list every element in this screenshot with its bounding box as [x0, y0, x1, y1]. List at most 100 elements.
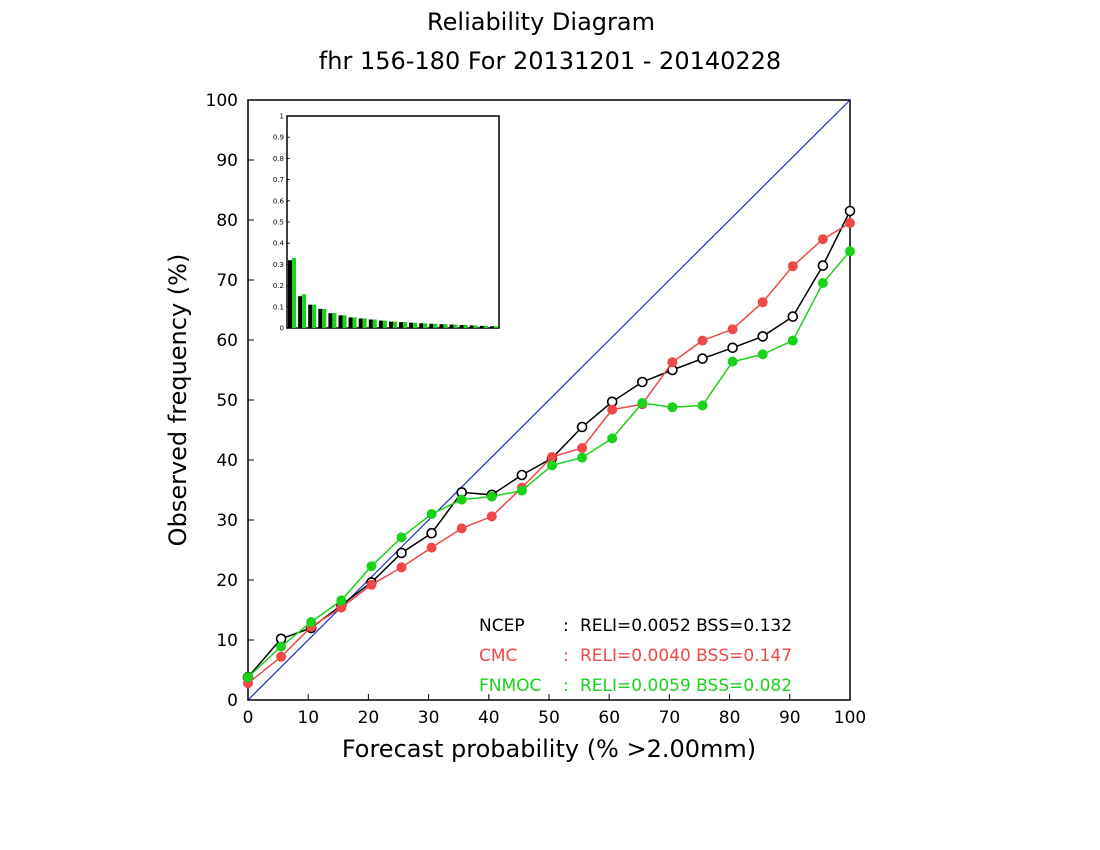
x-tick-label: 60 [598, 708, 620, 728]
inset-bar-fnmoc [362, 318, 367, 328]
inset-tick-label: 0.4 [273, 240, 285, 248]
data-point-ncep [727, 342, 738, 354]
data-point-fnmoc [516, 485, 527, 496]
inset-bar-fnmoc [453, 324, 458, 328]
data-point-cmc [577, 443, 588, 453]
legend-colon-fnmoc: : [563, 676, 569, 696]
series-fnmoc [243, 246, 855, 683]
inset-tick-label: 0.9 [273, 134, 284, 142]
inset-tick-label: 0.7 [273, 176, 284, 184]
data-point-ncep [697, 353, 708, 364]
legend-name-fnmoc: FNMOC [479, 676, 541, 696]
inset-bar-fnmoc [332, 313, 337, 328]
data-point-fnmoc [667, 402, 678, 413]
sharpness-inset: 0 0.1 0.2 0.3 0.4 0.5 0.6 0.7 0.8 0.9 1 [273, 113, 500, 333]
inset-bar-fnmoc [342, 315, 347, 328]
y-tick-label: 100 [206, 91, 238, 111]
x-tick-label: 20 [358, 708, 380, 728]
inset-bar-ncep [378, 320, 383, 328]
inset-bar-fnmoc [312, 304, 317, 328]
inset-bar-ncep [328, 313, 333, 328]
legend-stats-fnmoc: RELI=0.0059 BSS=0.082 [580, 676, 792, 696]
data-point-fnmoc [456, 494, 467, 505]
inset-bar-ncep [298, 296, 303, 328]
data-point-fnmoc [547, 460, 557, 471]
legend-name-ncep: NCEP [479, 616, 525, 636]
y-tick-label: 0 [227, 691, 238, 711]
data-point-fnmoc [276, 641, 287, 652]
data-point-cmc [727, 324, 738, 335]
y-axis-label: Observed frequency (%) [164, 254, 192, 547]
data-point-fnmoc [727, 356, 738, 367]
x-tick-label: 90 [779, 708, 801, 728]
y-tick-label: 50 [216, 391, 238, 411]
inset-bar-fnmoc [473, 325, 478, 328]
inset-bar-ncep [368, 319, 373, 328]
data-point-ncep [787, 311, 799, 322]
inset-bar-ncep [479, 325, 484, 328]
data-point-cmc [845, 218, 855, 228]
inset-bar-fnmoc [443, 324, 448, 328]
inset-bar-fnmoc [322, 308, 327, 328]
y-tick-label: 30 [216, 511, 238, 531]
data-point-cmc [396, 562, 407, 573]
x-tick-label: 40 [478, 708, 500, 728]
legend: NCEP: RELI=0.0052 BSS=0.132 CMC: RELI=0.004… [479, 616, 792, 696]
legend-name-cmc: CMC [479, 646, 517, 666]
inset-bar-fnmoc [393, 321, 397, 328]
data-point-fnmoc [697, 400, 708, 411]
inset-bar-ncep [399, 322, 403, 328]
data-point-fnmoc [243, 672, 253, 683]
data-point-fnmoc [817, 278, 828, 288]
inset-bar-ncep [489, 326, 494, 328]
data-point-fnmoc [366, 561, 377, 572]
inset-bars [288, 258, 498, 328]
data-point-fnmoc [577, 452, 588, 463]
x-tick-label: 0 [243, 708, 254, 728]
inset-bar-fnmoc [433, 323, 438, 328]
x-tick-label: 50 [538, 708, 560, 728]
data-point-cmc [817, 234, 828, 245]
inset-bar-ncep [459, 325, 464, 328]
inset-bar-fnmoc [292, 258, 296, 328]
data-point-fnmoc [336, 595, 347, 606]
inset-bar-fnmoc [302, 294, 307, 328]
inset-tick-label: 0.6 [273, 197, 285, 205]
inset-bar-fnmoc [352, 317, 357, 328]
y-tick-label: 60 [216, 331, 238, 351]
inset-frame [286, 115, 500, 329]
inset-bar-fnmoc [494, 326, 498, 328]
x-tick-label: 70 [659, 708, 681, 728]
inset-bar-fnmoc [423, 323, 428, 328]
data-point-fnmoc [486, 491, 497, 502]
series-layer [242, 205, 856, 689]
inset-tick-label: 0.3 [273, 261, 284, 269]
inset-bar-ncep [358, 318, 363, 328]
inset-bar-ncep [439, 324, 444, 328]
inset-bar-ncep [288, 260, 292, 328]
inset-tick-label: 0.2 [273, 282, 284, 290]
data-point-ncep [576, 421, 588, 433]
inset-tick-label: 0 [280, 325, 284, 333]
data-point-ncep [516, 469, 528, 481]
y-tick-label: 90 [216, 151, 238, 171]
y-tick-label: 70 [216, 271, 238, 291]
data-point-fnmoc [607, 433, 618, 444]
inset-bar-ncep [419, 323, 424, 328]
data-point-fnmoc [426, 509, 437, 519]
data-point-ncep [396, 547, 407, 559]
y-tick-label: 40 [216, 451, 238, 471]
x-tick-label: 80 [719, 708, 741, 728]
data-point-cmc [697, 335, 708, 346]
inset-tick-label: 0.1 [273, 303, 284, 311]
data-point-fnmoc [637, 398, 648, 408]
data-point-cmc [757, 297, 768, 308]
x-axis-ticks: 0 10 20 30 40 50 60 70 80 90 100 [243, 694, 866, 728]
data-point-cmc [547, 452, 557, 462]
inset-bar-ncep [348, 317, 353, 328]
y-axis-ticks: 0 10 20 30 40 50 60 70 80 90 100 [206, 91, 254, 711]
inset-bar-fnmoc [403, 322, 408, 328]
inset-bar-ncep [469, 325, 474, 328]
data-point-cmc [607, 404, 618, 415]
